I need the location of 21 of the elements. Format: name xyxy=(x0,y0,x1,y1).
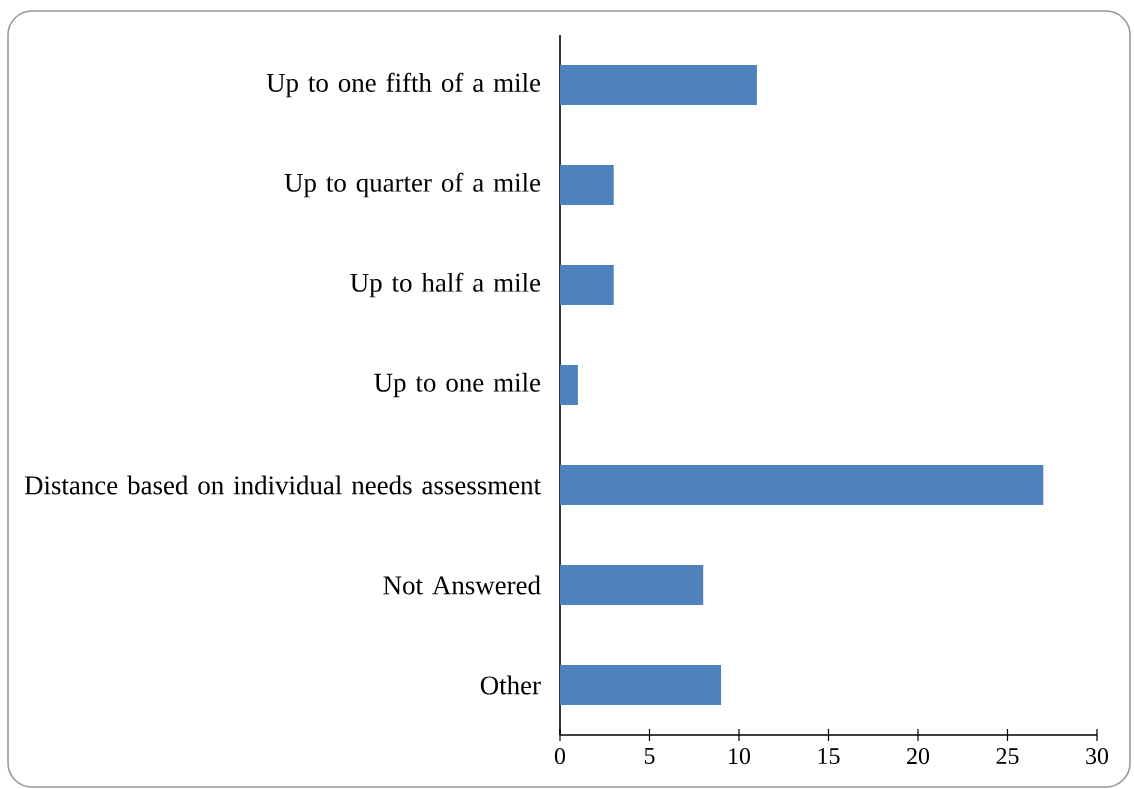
y-tick-label: Other xyxy=(480,675,541,695)
y-tick-label: Distance based on individual needs assessment xyxy=(24,475,541,495)
bar xyxy=(560,665,722,706)
bar xyxy=(560,165,614,206)
y-tick-label: Up to quarter of a mile xyxy=(284,172,541,198)
y-tick-label: Up to half a mile xyxy=(350,272,541,298)
x-tick-label: 0 xyxy=(554,748,566,765)
y-tick-label: Up to one mile xyxy=(374,372,541,398)
y-tick-label: Up to one fifth of a mile xyxy=(266,72,541,98)
bar xyxy=(560,565,704,606)
x-tick-label: 10 xyxy=(729,748,751,765)
bar xyxy=(560,365,578,406)
y-tick-label: Not Answered xyxy=(383,575,541,595)
bar xyxy=(560,465,1044,506)
x-tick-label: 5 xyxy=(644,748,655,764)
x-tick-label: 30 xyxy=(1086,748,1109,765)
bar xyxy=(560,265,614,306)
x-tick-label: 20 xyxy=(907,748,930,765)
x-tick-label: 15 xyxy=(818,748,840,765)
bar xyxy=(560,65,757,106)
x-tick-label: 25 xyxy=(996,748,1019,765)
